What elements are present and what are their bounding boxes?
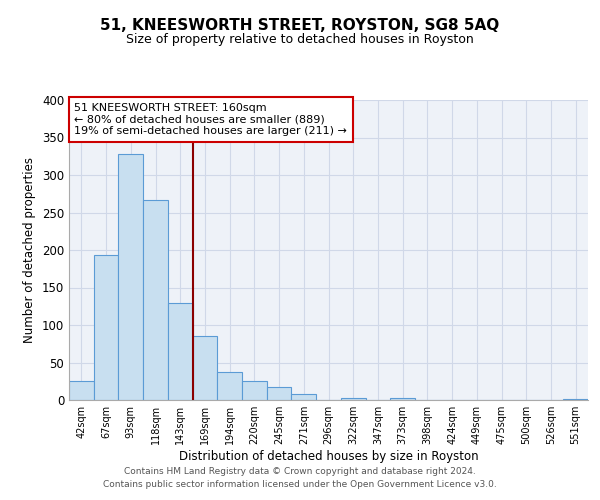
Bar	[193, 336, 217, 400]
Bar	[292, 394, 316, 400]
Bar	[143, 200, 168, 400]
Bar	[390, 398, 415, 400]
Bar	[217, 372, 242, 400]
Bar	[69, 381, 94, 400]
Bar	[94, 255, 118, 400]
Text: 51, KNEESWORTH STREET, ROYSTON, SG8 5AQ: 51, KNEESWORTH STREET, ROYSTON, SG8 5AQ	[100, 18, 500, 32]
Text: Contains public sector information licensed under the Open Government Licence v3: Contains public sector information licen…	[103, 480, 497, 489]
Bar	[242, 381, 267, 400]
Bar	[168, 302, 193, 400]
Bar	[341, 398, 365, 400]
Bar	[267, 386, 292, 400]
Text: Contains HM Land Registry data © Crown copyright and database right 2024.: Contains HM Land Registry data © Crown c…	[124, 467, 476, 476]
Text: 51 KNEESWORTH STREET: 160sqm
← 80% of detached houses are smaller (889)
19% of s: 51 KNEESWORTH STREET: 160sqm ← 80% of de…	[74, 103, 347, 136]
Y-axis label: Number of detached properties: Number of detached properties	[23, 157, 37, 343]
X-axis label: Distribution of detached houses by size in Royston: Distribution of detached houses by size …	[179, 450, 478, 463]
Text: Size of property relative to detached houses in Royston: Size of property relative to detached ho…	[126, 32, 474, 46]
Bar	[563, 398, 588, 400]
Bar	[118, 154, 143, 400]
